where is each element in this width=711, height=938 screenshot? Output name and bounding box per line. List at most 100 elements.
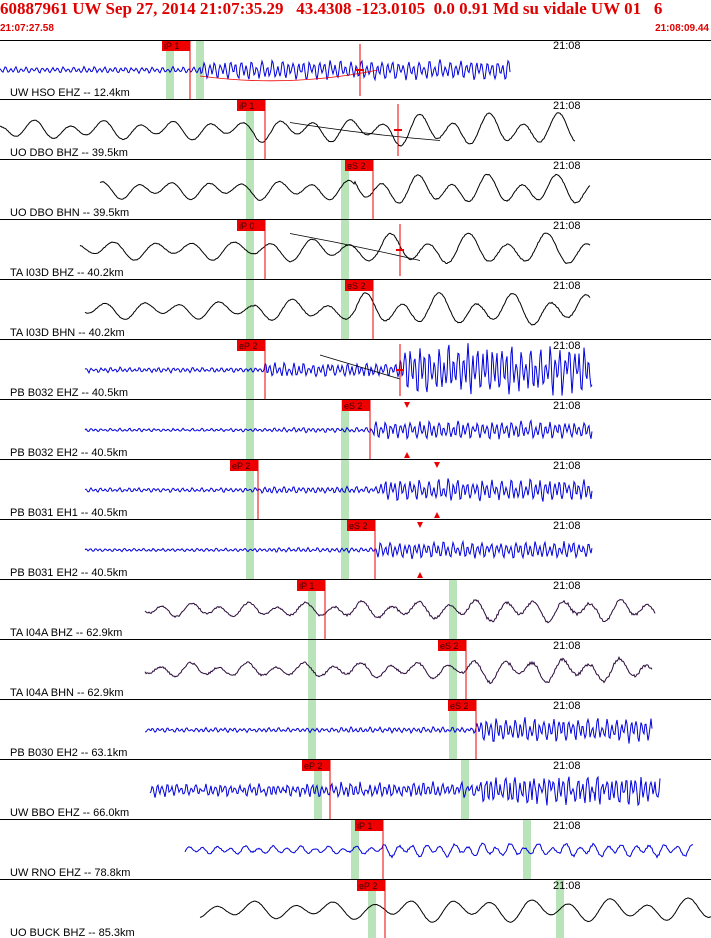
trace-panel[interactable]: 21:08 eS 2 PB B031 EH2 -- 40.5km: [0, 520, 711, 580]
phase-pick[interactable]: iP 1: [355, 820, 384, 880]
amplitude-triangle: [417, 522, 423, 528]
station-label: UO DBO BHZ -- 39.5km: [10, 147, 128, 159]
amplitude-triangle: [404, 452, 410, 458]
station-label: PB B030 EH2 -- 63.1km: [10, 747, 127, 759]
amplitude-marker[interactable]: [394, 104, 402, 156]
trace-panel[interactable]: 21:08 eP 2 PB B031 EH1 -- 40.5km: [0, 460, 711, 520]
predicted-curve: [199, 69, 379, 82]
waveform: [99, 173, 591, 204]
analysis-window: [246, 340, 254, 400]
pick-label: iP 1: [357, 821, 372, 831]
trace-panel[interactable]: 21:08 eP 2 UO BUCK BHZ -- 85.3km: [0, 880, 711, 938]
pick-label: iP 1: [164, 41, 179, 51]
minute-label: 21:08: [553, 220, 581, 232]
waveform: [84, 539, 593, 560]
waveform: [184, 842, 694, 859]
trace-panel[interactable]: 21:08 eP 2 UW BBO EHZ -- 66.0km: [0, 760, 711, 820]
trace-panel[interactable]: 21:08 eP 2 PB B032 EHZ -- 40.5km: [0, 340, 711, 400]
phase-pick[interactable]: eS 2: [347, 520, 376, 580]
minute-label: 21:08: [553, 100, 581, 112]
phase-pick[interactable]: eP 2: [230, 460, 259, 520]
pick-flag: [345, 160, 373, 171]
pick-flag: [347, 520, 375, 531]
pick-flag: [230, 460, 258, 471]
pick-label: iP 0: [239, 221, 254, 231]
pick-flag: [237, 100, 265, 111]
phase-pick[interactable]: eS 2: [438, 640, 467, 700]
analysis-window: [449, 580, 457, 640]
analysis-window: [449, 640, 457, 700]
window-end-time: 21:08:09.44: [655, 23, 709, 34]
phase-pick[interactable]: iP 0: [237, 220, 266, 280]
phase-pick[interactable]: iP 1: [237, 100, 266, 160]
phase-pick[interactable]: eS 2: [448, 700, 477, 760]
minute-label: 21:08: [553, 460, 581, 472]
pick-label: eP 2: [232, 461, 250, 471]
phase-pick[interactable]: eP 2: [237, 340, 266, 400]
pick-label: eP 2: [239, 341, 257, 351]
amplitude-marker[interactable]: [396, 344, 404, 396]
waveform: [0, 58, 511, 82]
minute-label: 21:08: [553, 760, 581, 772]
phase-pick[interactable]: iP 1: [297, 580, 326, 640]
amplitude-marker[interactable]: [356, 44, 364, 96]
trace-panel[interactable]: 21:08 iP 1 TA I04A BHZ -- 62.9km: [0, 580, 711, 640]
waveform: [79, 232, 591, 264]
waveform: [84, 477, 593, 502]
pick-flag: [237, 220, 265, 231]
pick-flag: [448, 700, 476, 711]
predicted-curve: [319, 354, 401, 380]
phase-pick[interactable]: eP 2: [302, 760, 331, 820]
phase-pick[interactable]: eS 2: [345, 160, 374, 220]
waveform: [144, 717, 653, 744]
station-label: TA I03D BHZ -- 40.2km: [10, 267, 124, 279]
trace-panel[interactable]: 21:08 iP 0 TA I03D BHZ -- 40.2km: [0, 220, 711, 280]
trace-panel[interactable]: 21:08 eS 2 UO DBO BHN -- 39.5km: [0, 160, 711, 220]
waveform: [84, 292, 591, 326]
pick-flag: [438, 640, 466, 651]
pick-flag: [342, 400, 370, 411]
minute-label: 21:08: [553, 340, 581, 352]
amplitude-marker[interactable]: [396, 224, 404, 276]
trace-panel[interactable]: 21:08 eS 2 PB B032 EH2 -- 40.5km: [0, 400, 711, 460]
waveform: [0, 112, 576, 147]
waveform: [84, 418, 593, 441]
trace-panel[interactable]: 21:08 eS 2 TA I04A BHN -- 62.9km: [0, 640, 711, 700]
waveform: [144, 599, 656, 624]
seismogram-panel[interactable]: 21:08 iP 1 UW HSO EHZ -- 12.4km 21:08 iP 1 UO…: [0, 40, 711, 938]
trace-panel[interactable]: 21:08 iP 1 UW HSO EHZ -- 12.4km: [0, 40, 711, 100]
window-start-time: 21:07:27.58: [0, 23, 54, 34]
trace-panel[interactable]: 21:08 eS 2 PB B030 EH2 -- 63.1km: [0, 700, 711, 760]
phase-pick[interactable]: eS 2: [342, 400, 371, 460]
phase-pick[interactable]: iP 1: [162, 40, 191, 100]
analysis-window: [341, 400, 349, 460]
pick-label: eP 2: [304, 761, 322, 771]
minute-label: 21:08: [553, 640, 581, 652]
analysis-window: [461, 760, 469, 820]
phase-pick[interactable]: eP 2: [357, 880, 386, 938]
station-label: UW RNO EHZ -- 78.8km: [10, 867, 130, 879]
pick-flag: [297, 580, 325, 591]
minute-label: 21:08: [553, 40, 581, 52]
trace-panel[interactable]: 21:08 eS 2 TA I03D BHN -- 40.2km: [0, 280, 711, 340]
phase-pick[interactable]: eS 2: [345, 280, 374, 340]
analysis-window: [341, 280, 349, 340]
minute-label: 21:08: [553, 820, 581, 832]
trace-panel[interactable]: 21:08 iP 1 UO DBO BHZ -- 39.5km: [0, 100, 711, 160]
pick-label: eS 2: [347, 161, 366, 171]
station-label: TA I04A BHZ -- 62.9km: [10, 627, 122, 639]
station-label: UO BUCK BHZ -- 85.3km: [10, 927, 135, 938]
pick-label: eS 2: [347, 281, 366, 291]
pick-label: eP 2: [359, 881, 377, 891]
pick-label: eS 2: [349, 521, 368, 531]
minute-label: 21:08: [553, 160, 581, 172]
event-header: 60887961 UW Sep 27, 2014 21:07:35.29 43.…: [0, 0, 711, 40]
amplitude-triangle: [404, 402, 410, 408]
minute-label: 21:08: [553, 520, 581, 532]
pick-label: eS 2: [440, 641, 459, 651]
analysis-window: [246, 460, 254, 520]
minute-label: 21:08: [553, 580, 581, 592]
trace-panel[interactable]: 21:08 iP 1 UW RNO EHZ -- 78.8km: [0, 820, 711, 880]
station-label: UW BBO EHZ -- 66.0km: [10, 807, 129, 819]
pick-flag: [355, 820, 383, 831]
